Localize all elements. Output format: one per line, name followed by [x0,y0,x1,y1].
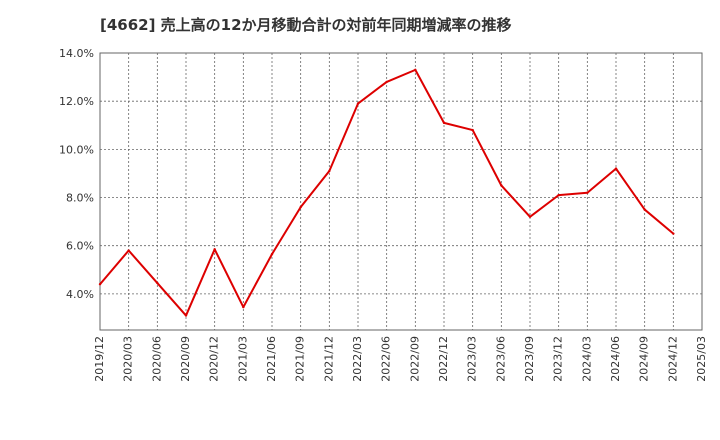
y-tick-label: 8.0% [66,192,94,205]
x-tick-label: 2020/06 [150,336,163,382]
data-point [127,249,130,252]
x-tick-label: 2023/03 [466,336,479,382]
x-tick-label: 2023/09 [523,336,536,382]
data-point [156,281,159,285]
grid-lines [100,53,702,330]
data-point [586,191,589,194]
x-tick-label: 2023/06 [494,336,507,382]
data-point [385,80,388,84]
data-point [500,184,503,187]
data-point [356,102,360,105]
data-point [414,68,417,72]
data-point [213,248,216,251]
chart-title: [4662] 売上高の12か月移動合計の対前年同期増減率の推移 [100,16,512,34]
y-tick-label: 12.0% [59,95,94,108]
y-tick-label: 4.0% [66,288,94,301]
data-point [672,232,675,235]
x-tick-label: 2020/03 [122,336,135,382]
x-tick-label: 2022/03 [351,336,364,382]
y-tick-label: 14.0% [59,47,94,60]
data-point [98,283,102,286]
y-tick-label: 10.0% [59,143,94,156]
series-layer [98,68,675,317]
data-point [643,208,646,211]
x-tick-label: 2024/12 [666,336,679,382]
x-tick-label: 2022/09 [408,336,421,382]
data-point [557,193,560,197]
data-point [299,205,302,209]
data-point [471,128,474,132]
data-point [442,121,446,125]
x-tick-label: 2022/06 [380,336,393,382]
x-tick-label: 2020/09 [179,336,192,382]
x-tick-label: 2020/12 [208,336,221,382]
x-tick-label: 2021/06 [265,336,278,382]
data-point [184,314,188,317]
x-tick-label: 2024/09 [638,336,651,382]
x-tick-label: 2021/12 [322,336,335,382]
x-tick-label: 2023/12 [552,336,565,382]
data-point [528,215,532,218]
y-axis-ticks: 4.0% 6.0% 8.0% 10.0% 12.0% 14.0% [59,47,94,301]
data-point [614,167,618,170]
plot-frame [99,52,703,331]
x-tick-label: 2021/09 [294,336,307,382]
y-tick-label: 6.0% [66,240,94,253]
data-point [328,169,331,173]
x-tick-label: 2021/03 [236,336,249,382]
x-tick-label: 2025/03 [695,336,708,382]
x-axis-ticks: 2019/12 2020/03 2020/06 2020/09 2020/12 2021/… [93,336,708,382]
x-tick-label: 2024/03 [580,336,593,382]
data-point [242,305,245,309]
data-point [270,252,274,256]
x-tick-label: 2019/12 [93,336,106,382]
x-tick-label: 2024/06 [609,336,622,382]
x-tick-label: 2022/12 [437,336,450,382]
